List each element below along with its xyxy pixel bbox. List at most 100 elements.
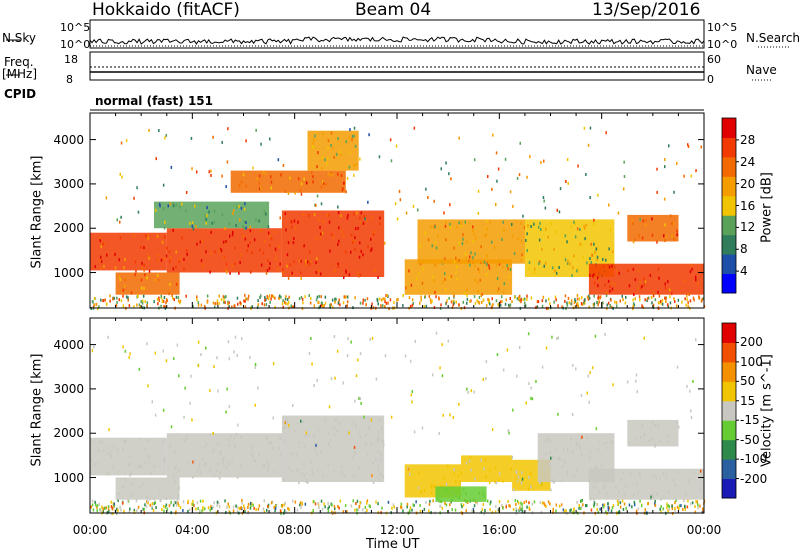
ground-scatter-cell [257, 299, 259, 302]
ground-scatter-cell [574, 305, 577, 309]
echo-cell [171, 294, 173, 297]
echo-cell [638, 471, 641, 475]
echo-cell [379, 457, 382, 461]
echo-cell [498, 478, 500, 482]
scatter-cell [354, 399, 356, 403]
echo-cell [198, 462, 201, 466]
echo-cell [481, 292, 484, 296]
echo-cell [181, 202, 183, 206]
echo-cell [699, 469, 702, 473]
echo-cell [688, 478, 691, 482]
velocity-colorbar [721, 322, 739, 499]
echo-cell [225, 465, 227, 469]
ground-scatter-cell [557, 304, 559, 308]
echo-cell [664, 282, 666, 286]
echo-cell [235, 224, 237, 227]
ground-scatter-cell [239, 301, 242, 305]
ground-scatter-cell [191, 502, 193, 506]
echo-cell [252, 454, 254, 458]
echo-cell [225, 240, 227, 243]
power-colorbar [721, 117, 739, 294]
ground-scatter-cell [227, 302, 229, 306]
echo-cell [494, 246, 496, 250]
ground-scatter-cell [96, 504, 99, 508]
echo-cell [676, 229, 678, 233]
echo-cell [307, 434, 309, 437]
echo-cell [450, 275, 452, 278]
echo-cell [466, 240, 468, 244]
echo-cell [300, 271, 302, 275]
ground-scatter-cell [237, 302, 239, 306]
ground-scatter-cell [380, 304, 382, 308]
ground-scatter-cell [469, 300, 471, 303]
echo-cell [407, 467, 410, 471]
ground-scatter-cell [614, 300, 616, 304]
scatter-cell [541, 365, 544, 369]
echo-cell [154, 208, 157, 212]
ground-scatter-cell [224, 300, 226, 304]
ground-scatter-cell [294, 500, 297, 504]
echo-cell [593, 242, 595, 246]
ground-scatter-cell [108, 510, 110, 514]
echo-cell [574, 222, 576, 226]
ground-scatter-cell [247, 294, 250, 298]
scatter-cell [447, 339, 450, 343]
echo-cell [332, 173, 335, 177]
echo-cell [337, 211, 340, 215]
echo-cell [549, 463, 551, 467]
echo-cell [143, 246, 145, 250]
echo-cell [200, 259, 203, 263]
echo-cell [312, 180, 314, 184]
scatter-cell [527, 332, 530, 336]
echo-cell [359, 241, 361, 245]
echo-cell [219, 452, 222, 456]
echo-cell [110, 454, 112, 458]
ground-scatter-cell [197, 507, 199, 510]
ground-scatter-cell [377, 502, 379, 506]
ground-scatter-cell [352, 499, 354, 503]
ground-scatter-cell [419, 504, 421, 508]
echo-cell [674, 483, 677, 487]
scatter-cell [580, 394, 583, 398]
echo-cell [353, 134, 355, 138]
ground-scatter-cell [384, 300, 386, 303]
echo-cell [93, 463, 96, 466]
ground-scatter-cell [223, 300, 225, 304]
ground-scatter-cell [313, 304, 316, 308]
echo-cell [434, 241, 437, 245]
ground-scatter-cell [512, 508, 515, 511]
echo-cell [193, 459, 195, 463]
echo-cell [377, 436, 379, 440]
echo-cell [265, 212, 267, 216]
ground-scatter-cell [212, 301, 215, 305]
ground-scatter-cell [206, 300, 209, 304]
echo-cell [627, 269, 629, 272]
scatter-cell [427, 196, 429, 199]
echo-cell [443, 272, 446, 276]
ground-scatter-cell [661, 302, 664, 306]
echo-cell [662, 495, 665, 499]
scatter-cell [656, 190, 658, 194]
ground-scatter-cell [299, 501, 302, 505]
ground-scatter-cell [163, 509, 165, 513]
echo-cell [222, 240, 225, 244]
echo-cell [319, 225, 321, 229]
echo-cell [633, 493, 635, 497]
ground-scatter-cell [462, 503, 465, 507]
scatter-cell [154, 351, 157, 355]
ground-scatter-cell [671, 507, 674, 511]
echo-cell [325, 182, 327, 186]
ground-scatter-cell [652, 303, 655, 307]
echo-cell [683, 499, 685, 502]
ground-scatter-cell [333, 504, 336, 508]
scatter-cell [543, 199, 545, 203]
colorbar-tick-label: -50 [740, 432, 760, 447]
ground-scatter-cell [478, 301, 481, 305]
echo-cell [574, 235, 577, 239]
x-tick-label: 00:00 [686, 523, 722, 537]
echo-cell [530, 225, 532, 228]
ground-scatter-cell [165, 298, 168, 302]
echo-cell [174, 450, 176, 454]
echo-cell [447, 464, 449, 468]
scatter-cell [519, 141, 521, 145]
